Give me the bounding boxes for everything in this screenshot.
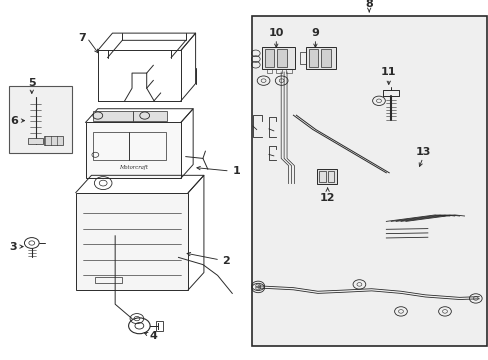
Text: 2: 2: [222, 256, 230, 266]
Bar: [321, 49, 330, 67]
Bar: [308, 49, 318, 67]
Text: 4: 4: [149, 330, 157, 341]
Text: 9: 9: [311, 28, 319, 38]
Bar: [319, 171, 325, 182]
Bar: [9, 86, 72, 153]
Bar: [285, 69, 291, 73]
Text: 7: 7: [78, 33, 85, 43]
Text: 11: 11: [380, 67, 396, 77]
Text: 10: 10: [268, 28, 284, 38]
Bar: [85, 122, 181, 178]
Bar: [305, 47, 335, 69]
Text: 6: 6: [11, 116, 19, 126]
Bar: [264, 49, 274, 67]
Bar: [276, 69, 282, 73]
Bar: [129, 132, 165, 160]
Text: Motorcraft: Motorcraft: [119, 165, 147, 170]
Text: 5: 5: [28, 78, 36, 88]
Bar: [261, 47, 294, 69]
Bar: [76, 193, 188, 290]
Bar: [251, 16, 486, 346]
Bar: [44, 136, 63, 145]
Bar: [156, 321, 163, 331]
Text: 12: 12: [319, 193, 335, 203]
Text: 13: 13: [414, 147, 430, 157]
Bar: [93, 111, 133, 121]
Bar: [28, 138, 43, 144]
Text: 3: 3: [9, 242, 17, 252]
Bar: [93, 132, 129, 160]
Bar: [316, 169, 337, 184]
Bar: [327, 171, 334, 182]
Bar: [277, 49, 286, 67]
Bar: [95, 277, 122, 283]
Bar: [133, 111, 166, 121]
Text: 1: 1: [232, 166, 240, 176]
Text: 8: 8: [365, 0, 372, 9]
Bar: [266, 69, 272, 73]
